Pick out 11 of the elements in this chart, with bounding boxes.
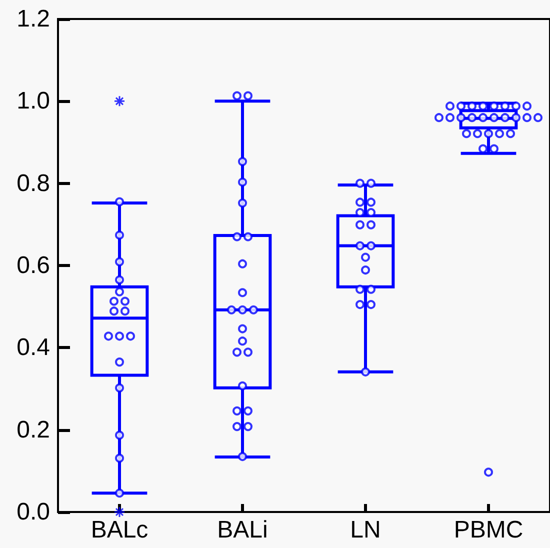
x-tick-label: BALc	[90, 516, 148, 544]
y-tick-label: 0.2	[16, 416, 50, 444]
y-tick-label: 1.0	[16, 88, 50, 115]
y-tick-label: 0.0	[16, 498, 50, 526]
x-tick-label: LN	[350, 516, 381, 544]
y-tick-label: 0.6	[16, 252, 50, 279]
y-tick-label: 0.4	[16, 334, 50, 362]
y-tick-label: 0.8	[16, 170, 50, 197]
y-tick-label: 1.2	[16, 6, 50, 32]
x-tick-label: PBMC	[454, 516, 524, 544]
x-tick-label: BALi	[217, 516, 268, 544]
